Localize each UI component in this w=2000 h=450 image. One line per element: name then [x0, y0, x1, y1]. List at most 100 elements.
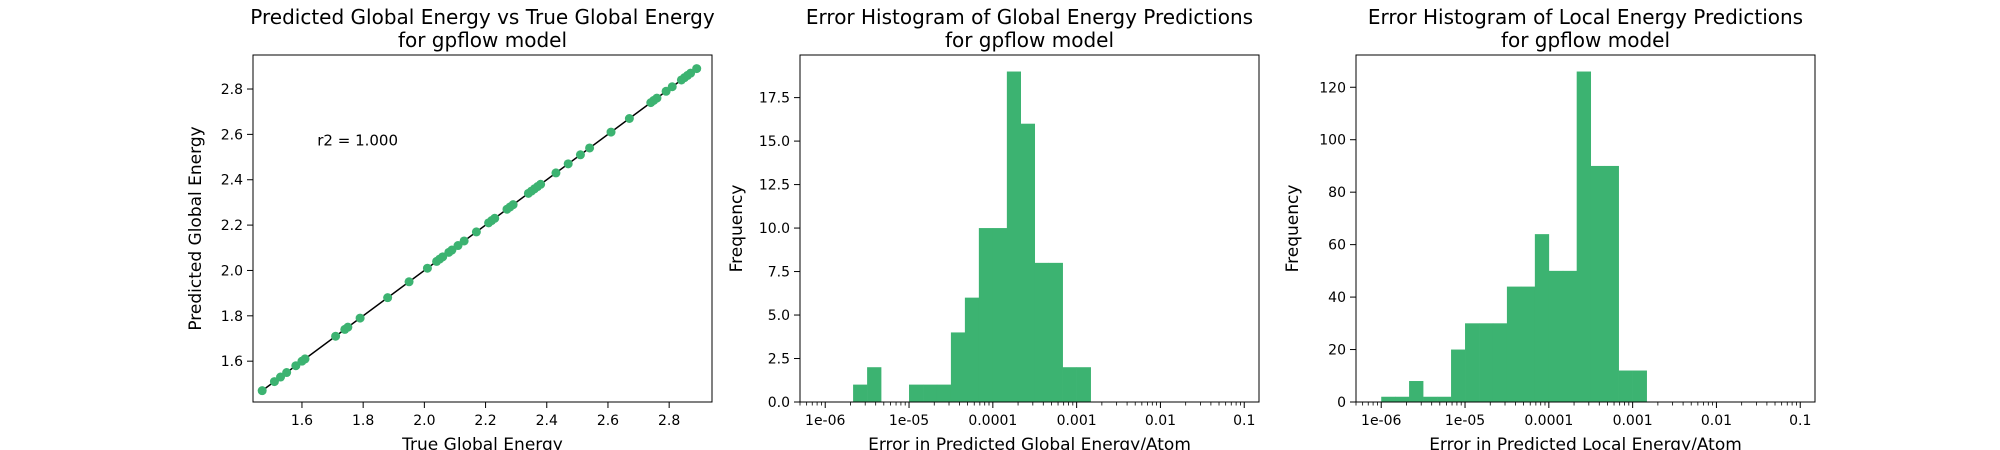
y-tick-label: 2.2 [221, 218, 243, 234]
y-tick-label: 1.8 [221, 309, 243, 325]
histogram-bar [1548, 270, 1564, 402]
histogram-bar [1381, 396, 1396, 402]
x-tick-label: 1.8 [352, 413, 374, 429]
r2-annotation: r2 = 1.000 [317, 132, 398, 150]
histogram-bar [1409, 381, 1424, 402]
y-tick-label: 120 [1319, 80, 1346, 96]
histogram-bar [923, 384, 938, 402]
histogram-bar [1590, 165, 1605, 402]
data-point [652, 93, 662, 103]
y-tick-label: 0 [1337, 395, 1346, 411]
y-tick-label: 2.0 [221, 263, 243, 279]
y-tick-label: 2.5 [768, 352, 790, 368]
histogram-bar [1006, 71, 1021, 403]
chart-title-line: for gpflow model [945, 28, 1114, 52]
x-tick-label: 0.001 [1613, 413, 1653, 429]
y-tick-label: 100 [1319, 133, 1346, 149]
histogram-bar [1632, 370, 1647, 402]
chart-2: Error Histogram of Global Energy Predict… [727, 5, 1260, 450]
data-point [383, 293, 393, 303]
histogram-bar [978, 228, 994, 402]
data-point [257, 386, 267, 396]
data-point [606, 127, 616, 137]
y-tick-label: 20 [1328, 343, 1346, 359]
data-point [404, 277, 414, 287]
histogram-bar [1492, 323, 1508, 402]
histogram-bar [1618, 370, 1633, 402]
histogram-bar [1576, 71, 1592, 403]
axes-frame [252, 54, 713, 403]
data-point [667, 82, 677, 92]
histogram-bar [1562, 270, 1577, 402]
histogram-bar [1604, 165, 1619, 402]
data-point [300, 354, 310, 364]
histogram-bar [1479, 323, 1494, 402]
data-point [355, 313, 365, 323]
histogram-bar [1062, 367, 1077, 402]
data-point [331, 331, 341, 341]
histogram-bar [853, 384, 868, 402]
x-tick-label: 2.0 [413, 413, 435, 429]
y-tick-label: 12.5 [759, 178, 790, 194]
x-tick-label: 1.6 [291, 413, 313, 429]
histogram-bar [1423, 396, 1438, 402]
data-point [343, 322, 353, 332]
y-axis-label: Predicted Global Energy [186, 126, 206, 330]
x-axis-label: True Global Energy [401, 435, 563, 450]
x-tick-label: 2.6 [597, 413, 619, 429]
x-tick-label: 1e-06 [1361, 413, 1401, 429]
x-axis-label: Error in Predicted Global Energy/Atom [868, 435, 1191, 450]
data-point [490, 213, 500, 223]
histogram-bar [964, 297, 980, 402]
y-tick-label: 5.0 [768, 308, 790, 324]
y-tick-label: 2.6 [221, 127, 243, 143]
y-tick-label: 40 [1328, 290, 1346, 306]
data-point [508, 200, 518, 210]
histogram-bar [1437, 396, 1452, 402]
chart-title-line: Error Histogram of Local Energy Predicti… [1368, 5, 1803, 29]
y-tick-label: 10.0 [759, 221, 790, 237]
x-tick-label: 0.0001 [1524, 413, 1573, 429]
chart-title-line: Error Histogram of Global Energy Predict… [806, 5, 1253, 29]
data-point [563, 159, 573, 169]
histogram-bar [1020, 123, 1036, 403]
y-tick-label: 80 [1328, 185, 1346, 201]
data-point [551, 168, 561, 178]
x-tick-label: 1e-06 [805, 413, 845, 429]
data-point [422, 263, 432, 273]
histogram-bar [1048, 262, 1063, 402]
data-point [471, 227, 481, 237]
x-tick-label: 0.1 [1233, 413, 1255, 429]
x-tick-label: 0.0001 [968, 413, 1017, 429]
histogram-bar [1451, 349, 1466, 402]
data-point [585, 143, 595, 153]
y-tick-label: 15.0 [759, 134, 790, 150]
x-tick-label: 2.8 [658, 413, 680, 429]
histogram-bar [1076, 367, 1091, 402]
y-axis-label: Frequency [1283, 185, 1303, 273]
axes-frame [1355, 54, 1816, 403]
data-point [575, 150, 585, 160]
histogram-bar [992, 228, 1008, 402]
histogram-bar [1520, 286, 1536, 402]
y-tick-label: 2.4 [221, 173, 243, 189]
x-tick-label: 0.01 [1145, 413, 1176, 429]
histogram-bar [909, 384, 924, 402]
x-tick-label: 1e-05 [889, 413, 929, 429]
x-tick-label: 1e-05 [1445, 413, 1485, 429]
x-tick-label: 2.4 [536, 413, 558, 429]
y-tick-label: 60 [1328, 238, 1346, 254]
histogram-bar [1506, 286, 1522, 402]
chart-title-line: for gpflow model [398, 28, 567, 52]
histogram-bar [867, 367, 882, 402]
x-axis-label: Error in Predicted Local Energy/Atom [1429, 435, 1742, 450]
y-tick-label: 2.8 [221, 82, 243, 98]
chart-3: Error Histogram of Local Energy Predicti… [1283, 5, 1816, 450]
chart-title-line: for gpflow model [1501, 28, 1670, 52]
x-tick-label: 0.1 [1789, 413, 1811, 429]
data-point [282, 368, 292, 378]
histogram-bar [1465, 323, 1480, 402]
histogram-bar [950, 332, 966, 402]
x-tick-label: 0.01 [1701, 413, 1732, 429]
